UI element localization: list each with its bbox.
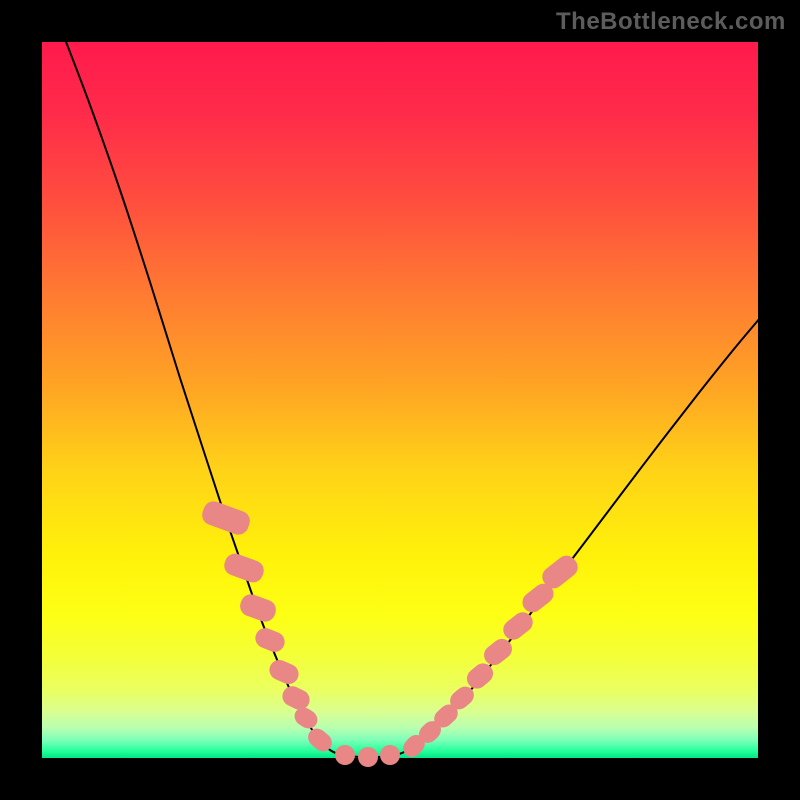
plot-background [42, 42, 758, 758]
watermark-text: TheBottleneck.com [556, 8, 786, 36]
marker-capsule [380, 745, 400, 765]
marker-capsule [335, 745, 355, 765]
bottleneck-chart [0, 0, 800, 800]
marker-capsule [358, 747, 378, 767]
